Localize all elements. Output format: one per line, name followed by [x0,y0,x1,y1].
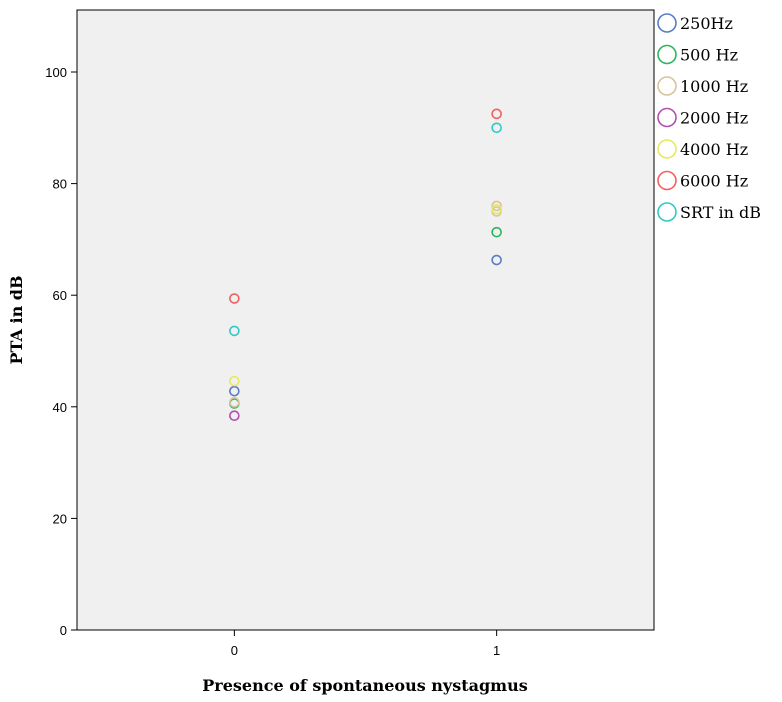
legend-marker [657,139,677,159]
data-point [491,254,502,266]
legend-marker [657,44,677,65]
data-point [491,226,502,238]
legend-label: 500 Hz [680,46,738,65]
data-point [491,122,502,134]
legend-label: SRT in dB [680,203,761,222]
data-points [229,108,502,422]
y-axis: 0 20 40 60 80 100 [45,65,77,638]
legend-marker [657,107,677,128]
legend-marker [657,13,677,33]
legend-label: 6000 Hz [680,172,748,191]
legend-label: 4000 Hz [680,140,748,159]
legend-marker [657,202,677,222]
y-tick-label: 80 [53,177,67,192]
y-tick-label: 100 [45,65,67,80]
data-point [229,375,240,387]
y-tick-label: 60 [53,288,67,303]
x-tick-label: 0 [231,643,238,658]
data-point [229,293,240,304]
y-tick-label: 20 [53,511,67,526]
legend-marker [657,170,677,191]
data-point [229,397,240,408]
data-point [491,203,502,215]
x-tick-label: 1 [493,643,500,658]
x-axis-title: Presence of spontaneous nystagmus [202,676,527,695]
y-tick-label: 40 [53,400,67,415]
y-tick-label: 0 [60,623,67,638]
data-point [229,385,240,397]
legend-label: 2000 Hz [680,109,748,128]
data-point [491,200,502,212]
data-point [229,410,240,422]
legend: 250Hz 500 Hz 1000 Hz 2000 Hz 4000 Hz 6000 Hz S… [657,13,761,222]
plot-area [76,9,655,631]
legend-label: 1000 Hz [680,77,748,96]
data-point [229,325,240,337]
data-point [491,108,502,120]
legend-marker [657,76,677,96]
y-axis-title: PTA in dB [7,275,26,364]
legend-label: 250Hz [680,14,733,33]
